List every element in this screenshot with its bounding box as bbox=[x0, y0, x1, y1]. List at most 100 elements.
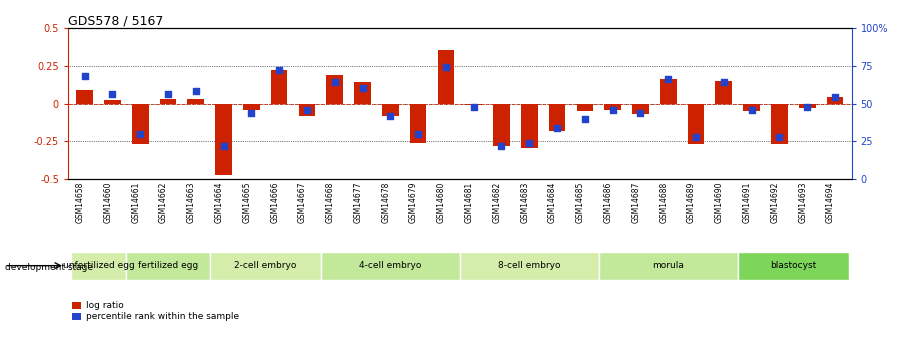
Text: morula: morula bbox=[652, 261, 684, 270]
Text: GSM14688: GSM14688 bbox=[660, 181, 669, 223]
FancyBboxPatch shape bbox=[321, 252, 459, 279]
Text: GSM14681: GSM14681 bbox=[465, 181, 474, 223]
Bar bbox=[104, 100, 120, 104]
Text: GSM14663: GSM14663 bbox=[187, 181, 196, 223]
Bar bbox=[799, 104, 815, 108]
FancyBboxPatch shape bbox=[459, 252, 599, 279]
Text: GSM14689: GSM14689 bbox=[687, 181, 696, 223]
Legend: log ratio, percentile rank within the sample: log ratio, percentile rank within the sa… bbox=[72, 301, 239, 322]
Text: GSM14693: GSM14693 bbox=[798, 181, 807, 223]
Text: GSM14686: GSM14686 bbox=[603, 181, 612, 223]
Bar bbox=[410, 104, 427, 143]
Point bbox=[410, 131, 425, 137]
Text: GSM14658: GSM14658 bbox=[75, 181, 84, 223]
FancyBboxPatch shape bbox=[126, 252, 209, 279]
FancyBboxPatch shape bbox=[71, 252, 126, 279]
Text: GSM14691: GSM14691 bbox=[743, 181, 752, 223]
Point bbox=[689, 134, 703, 140]
Point bbox=[327, 79, 342, 85]
Text: GSM14666: GSM14666 bbox=[270, 181, 279, 223]
Text: unfertilized egg: unfertilized egg bbox=[63, 261, 134, 270]
Text: GSM14682: GSM14682 bbox=[493, 181, 502, 223]
Point bbox=[133, 131, 148, 137]
Bar bbox=[716, 81, 732, 104]
Point bbox=[633, 110, 648, 115]
Bar bbox=[188, 99, 204, 103]
Text: 2-cell embryo: 2-cell embryo bbox=[234, 261, 296, 270]
Text: GSM14678: GSM14678 bbox=[381, 181, 390, 223]
Bar bbox=[76, 90, 93, 104]
Bar bbox=[438, 50, 454, 104]
Bar bbox=[326, 75, 343, 104]
Point bbox=[105, 92, 120, 97]
Point bbox=[605, 107, 620, 112]
Point bbox=[717, 79, 731, 85]
Bar bbox=[493, 104, 510, 146]
Bar bbox=[382, 104, 399, 116]
Point bbox=[383, 113, 398, 118]
Text: GSM14690: GSM14690 bbox=[715, 181, 724, 223]
Text: GSM14660: GSM14660 bbox=[103, 181, 112, 223]
Text: GDS578 / 5167: GDS578 / 5167 bbox=[68, 14, 163, 28]
Text: GSM14687: GSM14687 bbox=[631, 181, 641, 223]
Text: GSM14680: GSM14680 bbox=[437, 181, 446, 223]
Point bbox=[578, 116, 593, 121]
Text: 4-cell embryo: 4-cell embryo bbox=[359, 261, 421, 270]
Bar bbox=[660, 79, 677, 104]
Text: GSM14683: GSM14683 bbox=[520, 181, 529, 223]
Point bbox=[355, 86, 370, 91]
Bar bbox=[216, 104, 232, 175]
Text: GSM14694: GSM14694 bbox=[826, 181, 835, 223]
Text: development stage: development stage bbox=[5, 263, 92, 272]
Text: GSM14684: GSM14684 bbox=[548, 181, 557, 223]
Bar bbox=[271, 70, 287, 104]
Point bbox=[467, 104, 481, 109]
Bar bbox=[576, 104, 593, 111]
Bar bbox=[521, 104, 537, 148]
Point bbox=[661, 77, 676, 82]
Bar bbox=[299, 104, 315, 116]
Point bbox=[160, 92, 175, 97]
Bar bbox=[743, 104, 760, 111]
Text: GSM14664: GSM14664 bbox=[215, 181, 224, 223]
Text: GSM14692: GSM14692 bbox=[770, 181, 779, 223]
Point bbox=[300, 107, 314, 112]
Text: fertilized egg: fertilized egg bbox=[138, 261, 198, 270]
FancyBboxPatch shape bbox=[209, 252, 321, 279]
Point bbox=[828, 95, 843, 100]
Point bbox=[522, 140, 536, 146]
Text: GSM14668: GSM14668 bbox=[326, 181, 334, 223]
Text: GSM14661: GSM14661 bbox=[131, 181, 140, 223]
Point bbox=[800, 104, 814, 109]
Text: GSM14667: GSM14667 bbox=[298, 181, 307, 223]
Bar bbox=[826, 97, 843, 104]
Text: GSM14662: GSM14662 bbox=[159, 181, 168, 223]
Point bbox=[772, 134, 786, 140]
Point bbox=[77, 73, 92, 79]
Bar bbox=[632, 104, 649, 114]
Bar bbox=[688, 104, 704, 145]
Bar bbox=[549, 104, 565, 131]
Point bbox=[745, 107, 759, 112]
Bar bbox=[159, 99, 177, 103]
Point bbox=[188, 89, 203, 94]
Text: GSM14665: GSM14665 bbox=[243, 181, 251, 223]
Text: blastocyst: blastocyst bbox=[770, 261, 816, 270]
Text: GSM14677: GSM14677 bbox=[353, 181, 362, 223]
Text: 8-cell embryo: 8-cell embryo bbox=[498, 261, 561, 270]
FancyBboxPatch shape bbox=[737, 252, 849, 279]
Text: GSM14685: GSM14685 bbox=[576, 181, 585, 223]
Bar bbox=[604, 104, 621, 110]
Bar bbox=[132, 104, 149, 145]
Point bbox=[244, 110, 258, 115]
FancyBboxPatch shape bbox=[599, 252, 737, 279]
Point bbox=[439, 64, 453, 70]
Point bbox=[217, 143, 231, 149]
Bar bbox=[243, 104, 260, 110]
Text: GSM14679: GSM14679 bbox=[410, 181, 418, 223]
Bar bbox=[466, 104, 482, 105]
Bar bbox=[354, 82, 371, 104]
Point bbox=[495, 143, 509, 149]
Bar bbox=[771, 104, 787, 145]
Point bbox=[272, 67, 286, 73]
